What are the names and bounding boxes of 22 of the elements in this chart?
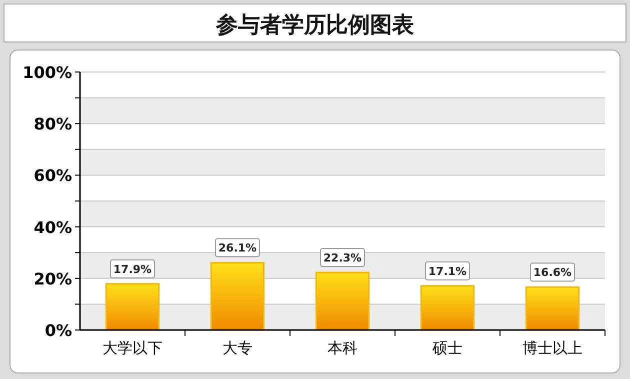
chart-title: 参与者学历比例图表 bbox=[215, 13, 414, 38]
x-tick-label: 博士以上 bbox=[522, 339, 582, 357]
y-tick-label: 80% bbox=[34, 114, 72, 134]
bar bbox=[420, 285, 474, 331]
bar bbox=[106, 283, 160, 331]
bar bbox=[210, 262, 264, 331]
x-tick-label: 大学以下 bbox=[102, 339, 162, 357]
y-tick-label: 60% bbox=[34, 166, 72, 186]
data-label: 17.1% bbox=[428, 264, 467, 278]
x-tick-label: 本科 bbox=[328, 339, 358, 357]
bar bbox=[526, 286, 580, 331]
data-label: 17.9% bbox=[113, 262, 152, 276]
x-tick-label: 硕士 bbox=[432, 339, 462, 357]
x-tick-label: 大专 bbox=[222, 339, 252, 357]
y-tick-label: 40% bbox=[34, 218, 72, 237]
y-tick-label: 20% bbox=[34, 269, 72, 288]
data-label: 26.1% bbox=[218, 242, 257, 255]
data-label: 22.3% bbox=[323, 251, 362, 264]
y-tick-label: 0% bbox=[44, 321, 72, 340]
y-tick-label: 100% bbox=[22, 63, 72, 82]
bar bbox=[316, 272, 370, 331]
data-label: 16.6% bbox=[533, 266, 572, 280]
